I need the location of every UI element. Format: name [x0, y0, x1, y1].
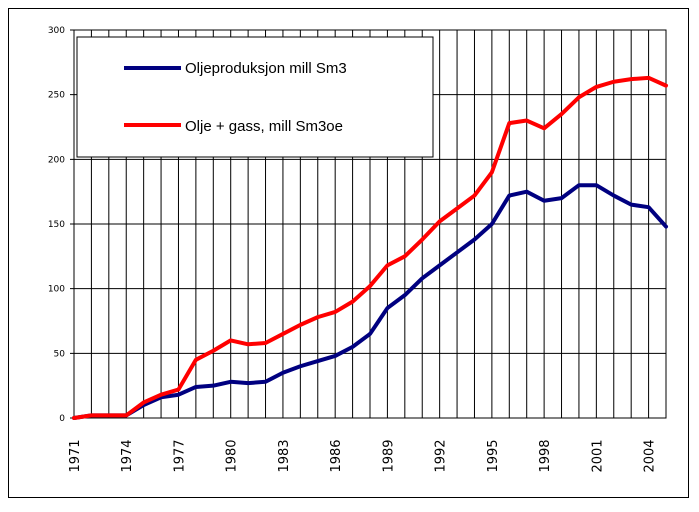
x-tick-label: 1977: [172, 439, 187, 472]
series: [72, 75, 668, 420]
x-tick-label: 1983: [277, 439, 292, 472]
legend-label-series-1: Oljeproduksjon mill Sm3: [185, 60, 347, 77]
y-tick-label: 100: [48, 285, 65, 295]
series-line-2: [72, 75, 668, 420]
y-tick-label: 50: [54, 349, 66, 359]
y-tick-label: 150: [48, 220, 65, 230]
x-tick-label: 1974: [120, 439, 135, 472]
y-tick-label: 300: [48, 26, 65, 36]
x-tick-label: 1986: [329, 439, 344, 472]
x-tick-label: 2004: [643, 439, 658, 472]
x-tick-label: 1989: [381, 439, 396, 472]
x-tick-label: 1971: [68, 439, 83, 472]
x-tick-label: 2001: [590, 439, 605, 472]
x-tick-label: 1992: [434, 439, 449, 472]
y-tick-label: 200: [48, 155, 65, 165]
legend-label-series-2: Olje + gass, mill Sm3oe: [185, 118, 343, 135]
series-line-1: [72, 183, 668, 420]
y-tick-label: 0: [59, 414, 65, 424]
x-tick-label: 1995: [486, 439, 501, 472]
legend: Oljeproduksjon mill Sm3 Olje + gass, mil…: [76, 36, 434, 158]
y-tick-label: 250: [48, 91, 65, 101]
x-tick-label: 1980: [225, 439, 240, 472]
x-tick-label: 1998: [538, 439, 553, 472]
legend-box: [76, 36, 434, 158]
x-axis-ticks: 1971 1974 1977 1980 1983 1986 1989 1992 1995 1998…: [68, 439, 658, 472]
y-axis-ticks: 0 50 100 150 200 250 300: [48, 26, 65, 424]
